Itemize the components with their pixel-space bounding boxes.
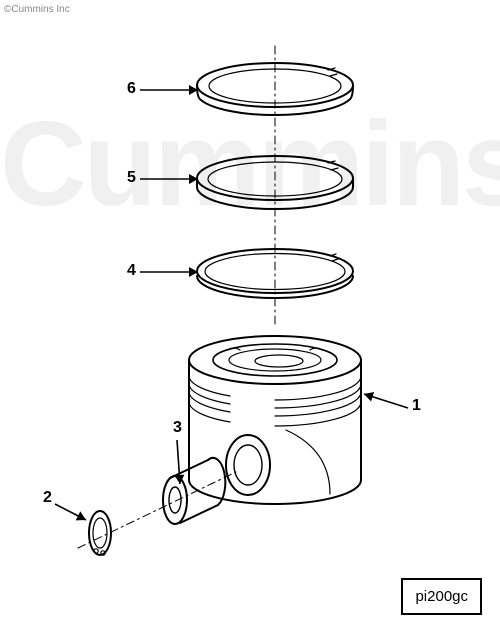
part-retaining-ring-2 (89, 511, 111, 555)
part-piston-1 (189, 336, 361, 504)
callout-number-1: 1 (412, 397, 421, 414)
part-piston-pin-3 (163, 458, 225, 524)
callout-number-4: 4 (127, 262, 136, 279)
callout-number-2: 2 (43, 489, 52, 506)
exploded-parts-svg: 1 2 3 4 5 6 (0, 0, 500, 633)
drawing-id-box: pi200gc (401, 578, 482, 615)
callout-number-5: 5 (127, 169, 136, 186)
callout-number-6: 6 (127, 80, 136, 97)
part-ring-5 (197, 156, 353, 209)
callout-number-3: 3 (173, 419, 182, 436)
